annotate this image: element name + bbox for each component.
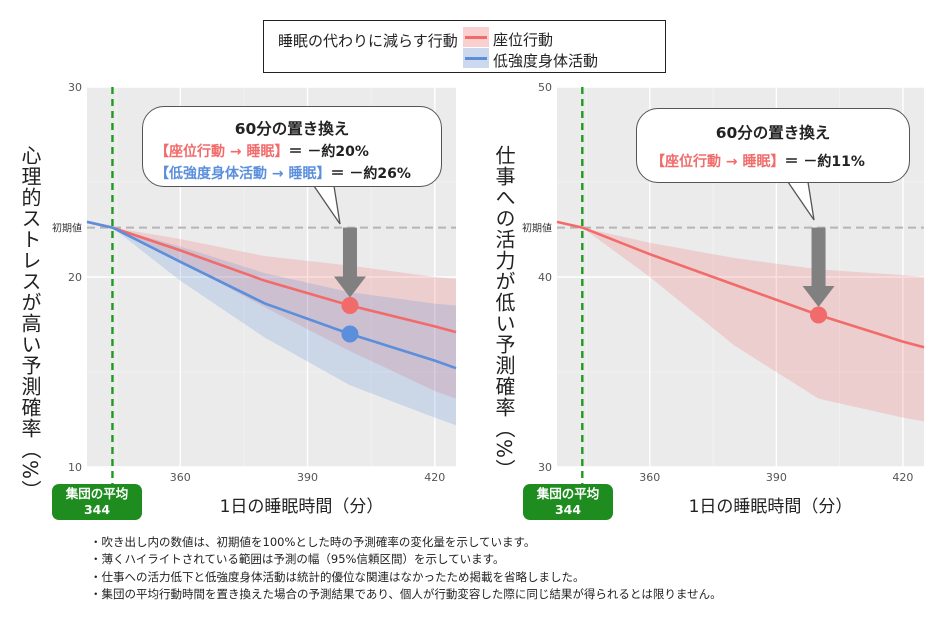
footnotes: ・吹き出し内の数値は、初期値を100%とした時の予測確率の変化量を示しています。… xyxy=(90,534,722,604)
series-line-1 xyxy=(86,220,457,370)
legend-title: 睡眠の代わりに減らす行動 xyxy=(278,32,458,50)
x-tick-label: 360 xyxy=(639,471,660,484)
group-mean-badge-left: 集団の平均 344 xyxy=(52,484,142,520)
y-tick-label: 30 xyxy=(538,461,552,474)
legend-swatch-sedentary xyxy=(463,27,489,47)
y-tick-label: 40 xyxy=(538,271,552,284)
callout-right-title: 60分の置き換え xyxy=(715,124,831,142)
x-axis-label: 1日の睡眠時間（分） xyxy=(689,497,853,517)
callout-left-line-light: 【低強度身体活動 → 睡眠】＝ －約26% xyxy=(155,166,411,182)
confidence-band-0 xyxy=(557,221,924,422)
baseline-label: 初期値 xyxy=(522,222,552,235)
arrow-shaft xyxy=(811,227,826,287)
callout-pointer xyxy=(787,181,815,221)
x-tick-label: 390 xyxy=(297,471,318,484)
callout-left-title: 60分の置き換え xyxy=(234,120,350,138)
arrow-head xyxy=(802,286,835,307)
y-tick-label: 30 xyxy=(68,81,82,94)
legend-item-light-activity: 低強度身体活動 xyxy=(463,48,599,71)
callout-right: 60分の置き換え 【座位行動 → 睡眠】＝ －約11% xyxy=(636,108,910,183)
x-tick-label: 420 xyxy=(892,471,913,484)
highlight-point-0 xyxy=(810,306,828,324)
footnote: ・薄くハイライトされている範囲は予測の幅（95%信頼区間）を示しています。 xyxy=(90,552,505,567)
callout-left-line-sedentary: 【座位行動 → 睡眠】＝ －約20% xyxy=(155,144,369,160)
legend-item-sedentary: 座位行動 xyxy=(463,27,554,50)
footnote: ・吹き出し内の数値は、初期値を100%とした時の予測確率の変化量を示しています。 xyxy=(90,535,536,549)
x-axis-label: 1日の睡眠時間（分） xyxy=(220,497,384,517)
confidence-band-0 xyxy=(87,221,456,399)
y-axis-label-left: 心理的ストレスが高い予測確率（%） xyxy=(18,145,42,502)
callout-left: 60分の置き換え 【座位行動 → 睡眠】＝ －約20% 【低強度身体活動 → 睡… xyxy=(142,106,442,187)
callout-right-line-sedentary: 【座位行動 → 睡眠】＝ －約11% xyxy=(651,154,865,170)
legend: 睡眠の代わりに減らす行動 座位行動 低強度身体活動 xyxy=(263,20,666,73)
y-tick-label: 10 xyxy=(68,461,82,474)
legend-label-sedentary: 座位行動 xyxy=(493,31,554,49)
panel-right: 30 40 50 360 390 420 1日の睡眠時間（分） 初期値 xyxy=(522,81,925,517)
baseline-label: 初期値 xyxy=(52,222,82,235)
y-tick-label: 50 xyxy=(538,81,552,94)
highlight-point-1 xyxy=(341,325,359,343)
arrow-shaft xyxy=(342,227,357,278)
highlight-point-0 xyxy=(341,297,359,314)
x-tick-label: 360 xyxy=(170,471,191,484)
arrow-head xyxy=(333,276,366,298)
y-axis-label-right: 仕事への活力が低い予測確率（%） xyxy=(492,145,516,481)
footnote: ・集団の平均行動時間を置き換えた場合の予測結果であり、個人が行動変容した際に同じ… xyxy=(90,587,722,602)
legend-label-light-activity: 低強度身体活動 xyxy=(493,52,599,70)
series-line-0 xyxy=(556,220,925,349)
group-mean-badge-right: 集団の平均 344 xyxy=(523,484,613,520)
legend-swatch-light-activity xyxy=(463,48,489,68)
confidence-band-1 xyxy=(87,221,456,426)
x-tick-label: 390 xyxy=(766,471,787,484)
x-tick-label: 420 xyxy=(424,471,445,484)
callout-pointer xyxy=(313,185,341,225)
y-tick-label: 20 xyxy=(68,271,82,284)
footnote: ・仕事への活力低下と低強度身体活動は統計的優位な関連はなかったため掲載を省略しま… xyxy=(90,569,585,584)
